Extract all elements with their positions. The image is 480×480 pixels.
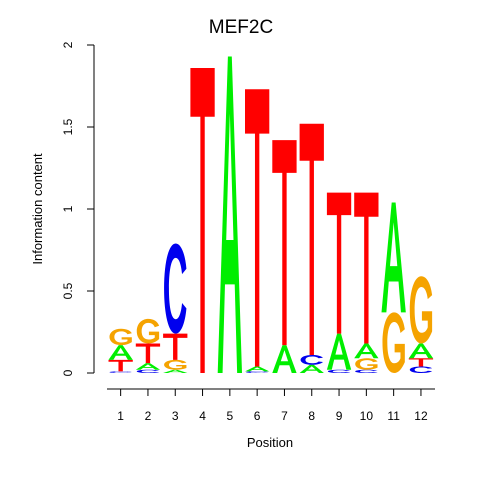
logo-letter-C: [300, 354, 323, 365]
logo-letter-G: [355, 358, 378, 370]
logo-letter-T: [163, 333, 188, 360]
logo-letter-A: [217, 56, 242, 373]
y-tick-label: 1.5: [61, 118, 75, 135]
x-tick-label: 8: [308, 409, 315, 423]
y-ticks: 0 0.5 1 1.5 2: [61, 41, 94, 376]
x-tick-label: 1: [117, 409, 124, 423]
x-tick-label: 9: [336, 409, 343, 423]
logo-letter-G: [409, 276, 433, 344]
logo-letter-A: [108, 345, 133, 360]
x-ticks: 1 2 3 4 5 6 7 8 9 10 11 12: [117, 389, 428, 423]
x-axis-label: Position: [247, 435, 293, 450]
y-tick-label: 1: [61, 205, 75, 212]
logo-letter-G: [164, 359, 187, 370]
x-tick-label: 12: [414, 409, 428, 423]
logo-letter-A: [163, 369, 188, 373]
logo-letter-T: [108, 359, 133, 372]
x-tick-label: 7: [281, 409, 288, 423]
y-axis: 0 0.5 1 1.5 2: [61, 41, 95, 376]
logo-letter-T: [326, 192, 352, 334]
logo-letter-A: [299, 364, 324, 373]
x-axis: 1 2 3 4 5 6 7 8 9 10 11 12: [107, 388, 435, 423]
x-tick-label: 2: [145, 409, 152, 423]
x-tick-label: 3: [172, 409, 179, 423]
x-tick-label: 11: [387, 409, 400, 423]
logo-letter-A: [245, 366, 270, 372]
logo-letter-C: [355, 369, 378, 373]
logo-letter-T: [135, 343, 161, 364]
y-tick-label: 2: [61, 41, 75, 48]
logo-letter-A: [354, 343, 379, 359]
logo-letter-A: [135, 363, 161, 370]
chart-title: MEF2C: [209, 17, 273, 38]
logo-letter-A: [326, 333, 352, 370]
logo-letter-C: [136, 369, 160, 373]
logo-letter-T: [190, 67, 215, 374]
logo-letter-C: [327, 369, 351, 373]
logo-letter-C: [164, 243, 187, 334]
y-tick-label: 0: [61, 369, 75, 376]
logo-letter-G: [109, 328, 132, 346]
logo-letter-C: [109, 371, 132, 373]
x-tick-label: 5: [227, 409, 234, 423]
x-tick-label: 6: [254, 409, 261, 423]
x-tick-label: 10: [360, 409, 374, 423]
logo-letter-A: [272, 345, 297, 373]
logo-letter-C: [245, 371, 269, 373]
y-axis-label: Information content: [30, 153, 45, 265]
logo-letter-G: [382, 312, 405, 373]
logo-letter-C: [409, 366, 433, 373]
logo-letter-A: [381, 202, 406, 313]
logo-letter-T: [272, 140, 297, 346]
logo-letter-T: [354, 192, 379, 344]
x-tick-label: 4: [199, 409, 206, 423]
y-tick-label: 0.5: [61, 282, 75, 299]
logo-letter-T: [408, 358, 434, 367]
logo-letter-T: [299, 123, 324, 355]
logo-letter-T: [245, 89, 270, 367]
logo-letters: [108, 56, 434, 374]
logo-letter-G: [136, 318, 160, 344]
logo-letter-A: [408, 343, 434, 359]
